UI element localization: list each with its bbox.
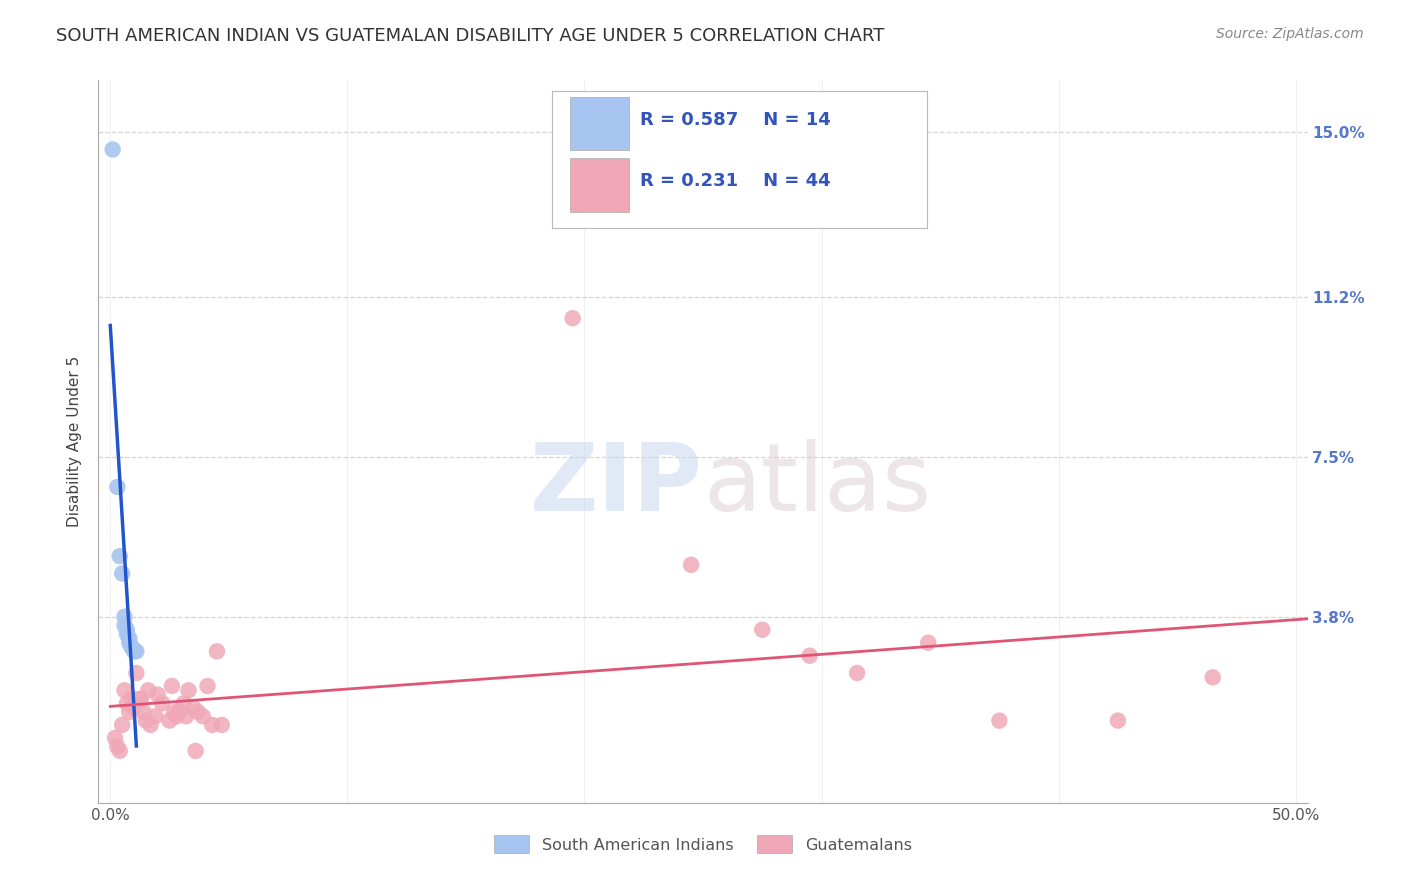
Y-axis label: Disability Age Under 5: Disability Age Under 5 — [67, 356, 83, 527]
Point — [1202, 670, 1225, 684]
Point — [101, 143, 124, 157]
Point — [114, 618, 136, 632]
Point — [118, 636, 141, 650]
Point — [988, 714, 1011, 728]
Text: ZIP: ZIP — [530, 439, 703, 531]
Point — [146, 688, 169, 702]
Point — [191, 709, 214, 723]
Point — [205, 644, 228, 658]
Point — [139, 718, 162, 732]
FancyBboxPatch shape — [569, 97, 630, 151]
Point — [132, 705, 155, 719]
Point — [136, 683, 159, 698]
Point — [114, 683, 136, 698]
Point — [121, 692, 143, 706]
Point — [167, 705, 190, 719]
Point — [917, 636, 939, 650]
Point — [114, 609, 136, 624]
Text: R = 0.587    N = 14: R = 0.587 N = 14 — [640, 111, 831, 129]
Point — [115, 696, 138, 710]
Point — [846, 665, 869, 680]
Point — [166, 709, 188, 723]
Point — [122, 644, 145, 658]
Point — [128, 692, 150, 706]
Point — [111, 718, 134, 732]
Point — [751, 623, 773, 637]
Point — [799, 648, 821, 663]
Point — [108, 549, 131, 564]
Point — [122, 700, 145, 714]
Point — [561, 311, 583, 326]
Text: SOUTH AMERICAN INDIAN VS GUATEMALAN DISABILITY AGE UNDER 5 CORRELATION CHART: SOUTH AMERICAN INDIAN VS GUATEMALAN DISA… — [56, 27, 884, 45]
Point — [125, 665, 148, 680]
Point — [111, 566, 134, 581]
Point — [173, 696, 195, 710]
Point — [135, 714, 157, 728]
Point — [163, 705, 186, 719]
Point — [177, 683, 200, 698]
Point — [104, 731, 127, 745]
Text: atlas: atlas — [703, 439, 931, 531]
Point — [129, 692, 152, 706]
Point — [118, 705, 141, 719]
Point — [118, 632, 141, 646]
Point — [115, 627, 138, 641]
Point — [160, 679, 183, 693]
FancyBboxPatch shape — [551, 91, 927, 228]
Text: R = 0.231    N = 44: R = 0.231 N = 44 — [640, 172, 831, 190]
Point — [1107, 714, 1129, 728]
Point — [121, 640, 143, 654]
FancyBboxPatch shape — [569, 158, 630, 211]
Point — [681, 558, 703, 572]
Point — [105, 739, 128, 754]
Legend: South American Indians, Guatemalans: South American Indians, Guatemalans — [488, 829, 918, 860]
Point — [174, 709, 197, 723]
Point — [201, 718, 224, 732]
Point — [159, 714, 181, 728]
Point — [125, 644, 148, 658]
Point — [143, 709, 166, 723]
Point — [184, 744, 207, 758]
Point — [181, 700, 204, 714]
Point — [187, 705, 209, 719]
Point — [105, 480, 128, 494]
Point — [115, 623, 138, 637]
Text: Source: ZipAtlas.com: Source: ZipAtlas.com — [1216, 27, 1364, 41]
Point — [211, 718, 233, 732]
Point — [108, 744, 131, 758]
Point — [152, 696, 174, 710]
Point — [121, 640, 143, 654]
Point — [197, 679, 219, 693]
